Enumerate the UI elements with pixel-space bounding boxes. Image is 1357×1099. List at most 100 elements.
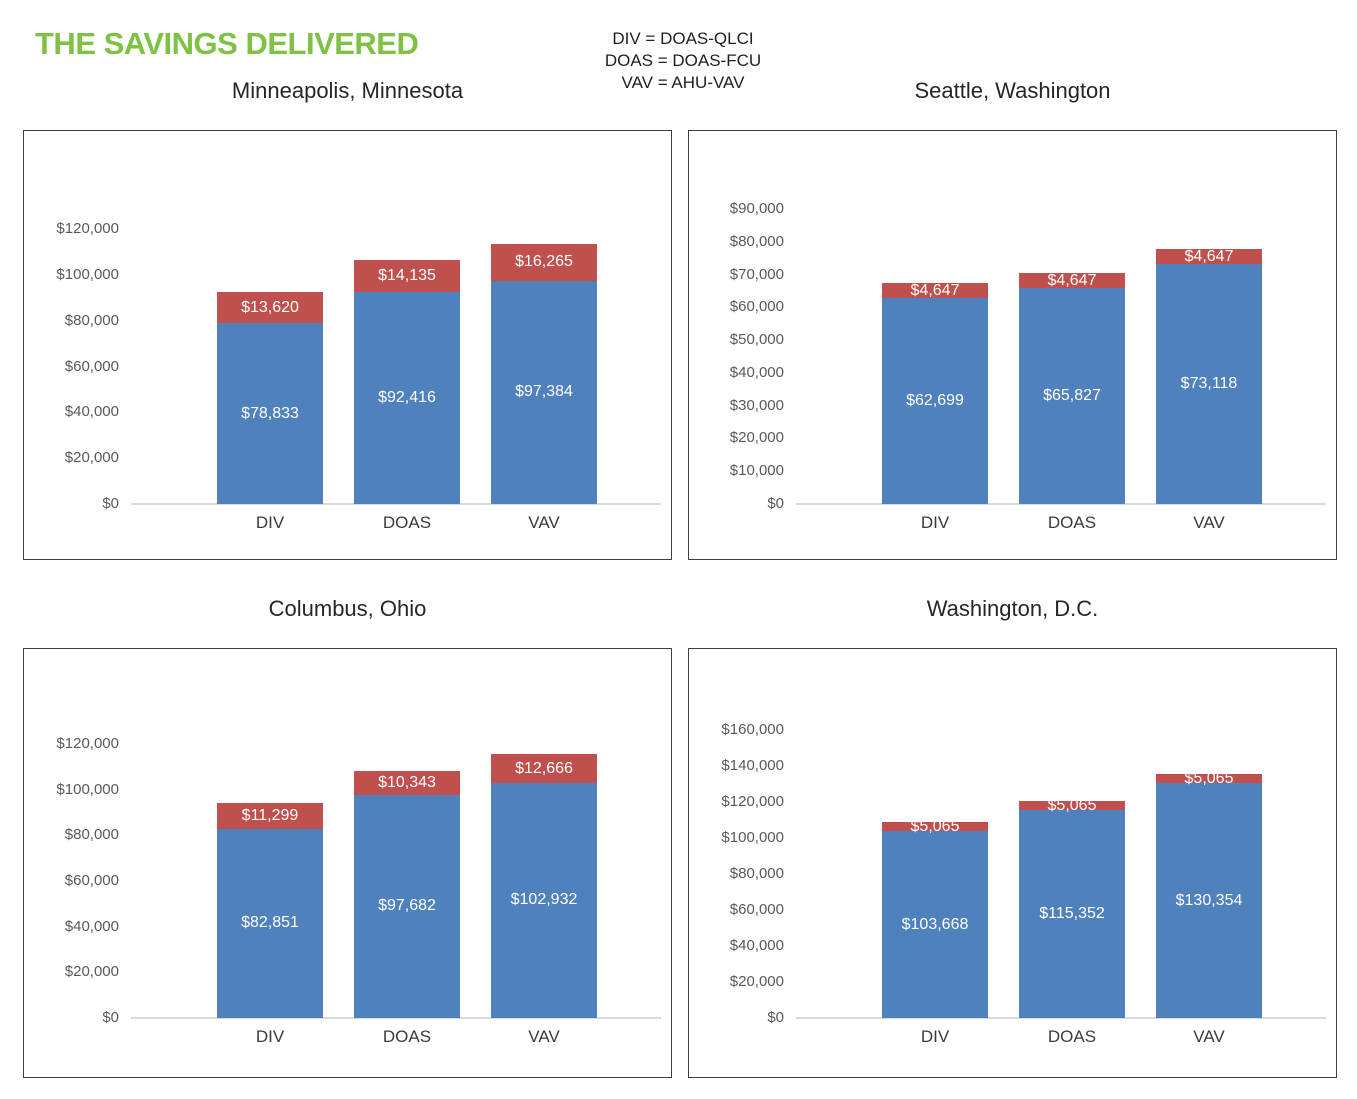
y-axis-label: $0 [102,1009,119,1026]
x-axis-category-label: VAV [1193,513,1225,532]
bar-value-label: $115,352 [1039,905,1105,923]
bar-value-label: $5,065 [1047,796,1097,814]
bar-value-label: $97,384 [515,383,573,401]
chart-title: Columbus, Ohio [268,596,427,621]
bar-segment-blue: $73,118 [1156,264,1262,504]
bar-segment-red: $4,647 [1156,247,1262,265]
bar-segment-blue: $82,851 [217,828,323,1018]
bar-segment-red: $5,065 [1156,770,1262,787]
x-axis-line [796,503,1326,505]
y-axis-label: $20,000 [64,963,119,981]
chart-title: Washington, D.C. [926,596,1099,621]
y-axis-label: $120,000 [56,735,119,752]
x-axis-line [131,1017,661,1019]
bar-segment-red: $4,647 [882,282,988,299]
y-axis-label: $40,000 [729,363,784,381]
bar-value-label: $65,827 [1043,387,1101,405]
y-axis-label: $120,000 [721,793,784,810]
bar-segment-red: $10,343 [354,771,460,795]
bar-value-label: $5,065 [1184,769,1234,787]
legend-line-div: DIV = DOAS-QLCI [612,29,754,48]
y-axis-label: $100,000 [56,265,119,283]
x-axis-category-label: DIV [920,1027,950,1046]
bar-value-label: $97,682 [378,897,436,915]
x-axis-category-label: DOAS [382,1027,432,1046]
legend-line-vav: VAV = AHU-VAV [621,73,745,92]
y-axis-label: $40,000 [729,937,784,954]
x-axis-category-label: DOAS [1047,513,1097,532]
bar-segment-red: $14,135 [354,259,460,293]
y-axis-label: $140,000 [721,757,784,774]
chart-title: Minneapolis, Minnesota [231,78,464,103]
bar-segment-red: $12,666 [491,754,597,783]
y-axis-label: $50,000 [729,331,784,349]
y-axis-label: $90,000 [729,200,784,217]
y-axis-label: $100,000 [721,829,784,846]
chart-seattle: Seattle, Washington $90,000 $80,000 $70,00… [688,70,1337,570]
bar-segment-blue: $78,833 [217,323,323,504]
abbreviation-legend: DIV = DOAS-QLCI DOAS = DOAS-FCU VAV = AH… [557,28,809,94]
bar-segment-blue: $115,352 [1019,810,1125,1018]
bar-value-label: $103,668 [901,915,969,933]
chart-washington-dc: Washington, D.C. $160,000 $140,000 $120,00… [688,588,1337,1088]
y-axis-label: $60,000 [729,298,784,316]
bar-value-label: $4,647 [1047,271,1097,289]
bar-segment-red: $11,299 [217,803,323,829]
bar-segment-red: $4,647 [1019,271,1125,289]
y-axis-label: $30,000 [729,396,784,414]
bar-segment-blue: $65,827 [1019,288,1125,504]
y-axis-label: $80,000 [729,865,784,882]
y-axis-label: $60,000 [729,901,784,918]
y-axis-label: $80,000 [64,826,119,844]
y-axis-label: $40,000 [64,403,119,421]
x-axis-line [131,503,661,505]
y-axis-label: $0 [767,495,784,512]
bar-segment-red: $5,065 [882,818,988,835]
bar-value-label: $92,416 [378,389,436,407]
bar-value-label: $102,932 [510,891,578,909]
bar-segment-blue: $130,354 [1156,783,1262,1018]
y-axis-label: $0 [767,1009,784,1026]
y-axis-label: $80,000 [729,232,784,250]
page-title: THE SAVINGS DELIVERED [35,26,419,61]
bar-value-label: $82,851 [241,914,299,932]
bar-segment-blue: $92,416 [354,292,460,504]
legend-line-doas: DOAS = DOAS-FCU [604,51,762,70]
bar-segment-blue: $103,668 [882,831,988,1018]
x-axis-line [796,1017,1326,1019]
y-axis-label: $0 [102,495,119,512]
bar-value-label: $12,666 [515,759,573,777]
chart-plot-area: $90,000 $80,000 $70,000 $60,000 $50,000 $40,0… [688,130,1337,560]
x-axis-category-label: VAV [528,1027,560,1046]
chart-plot-area: $120,000 $100,000 $80,000 $60,000 $40,000 $20… [23,648,672,1078]
chart-title: Seattle, Washington [914,78,1111,103]
bar-segment-red: $5,065 [1019,797,1125,814]
y-axis-label: $60,000 [64,872,119,889]
chart-minneapolis: Minneapolis, Minnesota $120,000 $100,000 $… [23,70,672,570]
y-axis-label: $20,000 [729,429,784,447]
bar-value-label: $10,343 [378,774,436,792]
y-axis-label: $20,000 [64,449,119,467]
x-axis-category-label: VAV [528,513,560,532]
bar-value-label: $73,118 [1180,375,1238,393]
bar-segment-blue: $97,384 [491,280,597,504]
bar-value-label: $11,299 [241,806,299,824]
chart-columbus: Columbus, Ohio $120,000 $100,000 $80,000 $6… [23,588,672,1088]
bar-segment-blue: $97,682 [354,794,460,1018]
chart-plot-area: $160,000 $140,000 $120,000 $100,000 $80,000 $… [688,648,1337,1078]
bar-segment-red: $13,620 [217,292,323,324]
bar-segment-red: $16,265 [491,243,597,281]
bar-value-label: $4,647 [1184,247,1234,265]
bar-value-label: $14,135 [378,267,436,284]
y-axis-label: $10,000 [729,462,784,480]
bar-value-label: $62,699 [906,392,964,410]
y-axis-label: $80,000 [64,311,119,329]
y-axis-label: $120,000 [56,220,119,237]
x-axis-category-label: DOAS [382,513,432,532]
x-axis-category-label: DOAS [1047,1027,1097,1046]
x-axis-category-label: DIV [255,513,285,532]
bar-value-label: $16,265 [515,253,573,271]
x-axis-category-label: DIV [920,513,950,532]
bar-segment-blue: $62,699 [882,298,988,504]
bar-value-label: $5,065 [910,817,960,835]
